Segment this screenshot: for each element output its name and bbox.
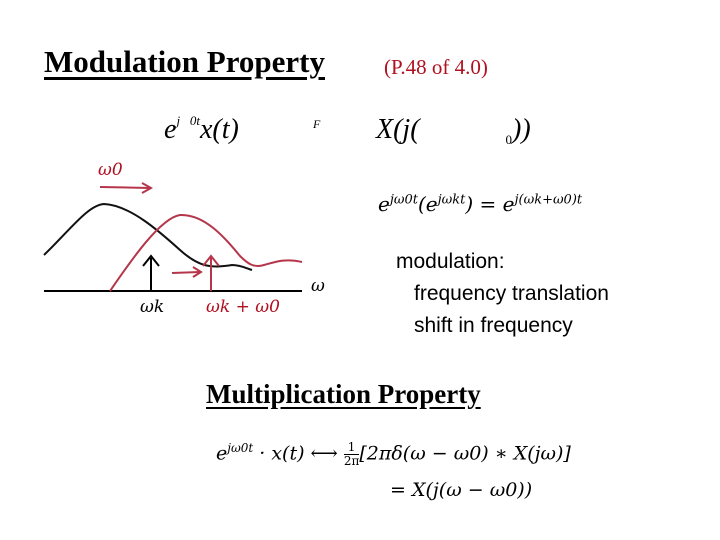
- original-spectrum-curve: [43, 202, 253, 271]
- shifted-spectrum-curve: [109, 213, 303, 292]
- slide-reference: (P.48 of 4.0): [384, 55, 488, 79]
- shift-arrow-bottom: [171, 271, 201, 274]
- multiplication-property-title: Multiplication Property: [206, 379, 481, 409]
- modulation-equation-rhs: X(j(0)): [376, 114, 531, 147]
- impulse-shifted-arrowhead: [202, 254, 220, 267]
- label-omega-axis: ω: [311, 276, 325, 296]
- fourier-symbol: F: [313, 117, 321, 131]
- modulation-equation-lhs: ej 0tx(t): [164, 113, 239, 145]
- note-frequency-translation: frequency translation: [414, 282, 609, 305]
- shift-arrow-bottom-head: [192, 266, 203, 278]
- slide-title: Modulation Property: [44, 44, 325, 79]
- note-modulation: modulation:: [396, 250, 505, 273]
- shift-arrow-top: [99, 186, 151, 189]
- label-omegak-plus-omega0: ωk + ω0: [206, 297, 280, 317]
- impulse-omegak-arrowhead: [142, 254, 160, 267]
- exponential-product-equation: ejω0t(ejωkt) = ej(ωk+ω0)t: [378, 192, 583, 216]
- label-omegak: ωk: [140, 297, 165, 317]
- shift-arrow-top-head: [141, 182, 154, 194]
- multiplication-equation-line2: = X(j(ω − ω0)): [390, 479, 533, 501]
- multiplication-equation-line1: ejω0t · x(t) ⟷ 1 2π [2πδ(ω − ω0) ∗ X(jω)]: [216, 440, 571, 468]
- label-omega0: ω0: [98, 160, 123, 180]
- note-shift-in-frequency: shift in frequency: [414, 314, 573, 337]
- one-over-two-pi: 1 2π: [343, 440, 360, 468]
